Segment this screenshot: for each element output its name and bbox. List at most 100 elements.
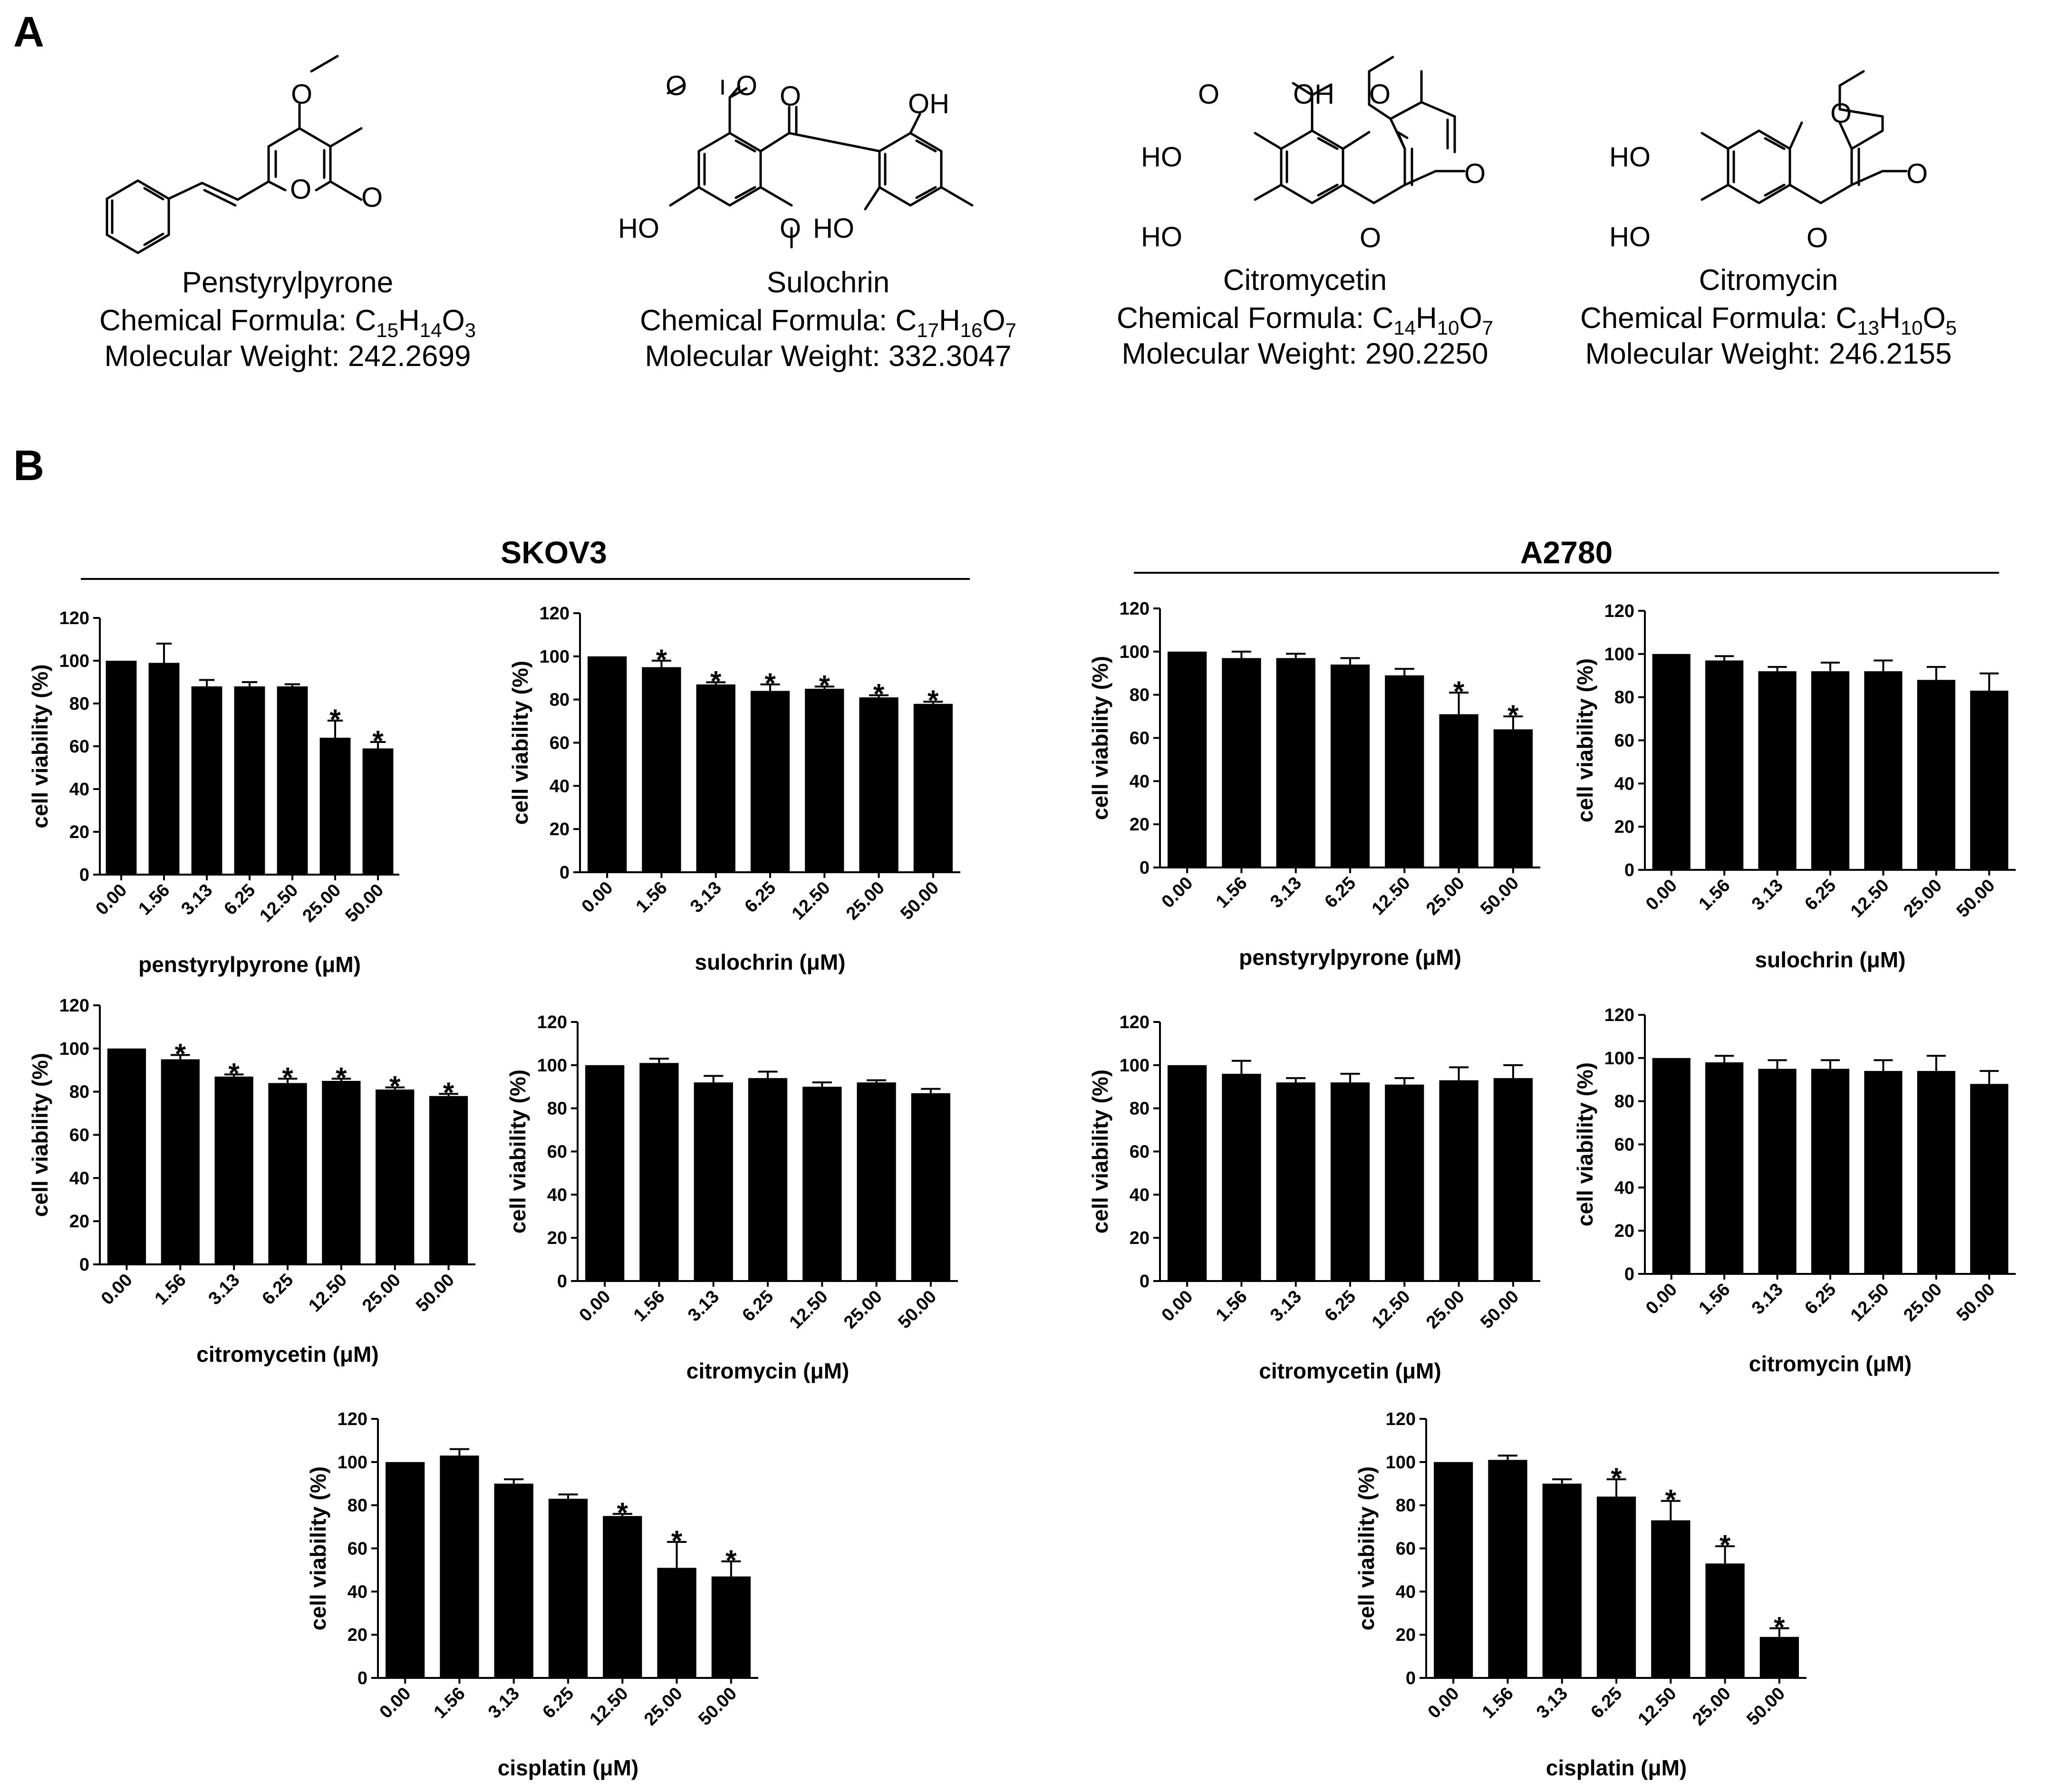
bar (319, 738, 351, 875)
bar-chart: 0 20 40 60 80 100 120 0.00 * 1.56 * 3.13 * 6.25 * 12.50… (28, 996, 475, 1367)
bar (1542, 1484, 1582, 1678)
sulochrin-structure (667, 79, 974, 249)
x-tick-label: 1.56 (1212, 1287, 1251, 1326)
x-tick-label: 25.00 (640, 1684, 686, 1730)
formula-label: Chemical Formula: (99, 304, 355, 337)
x-tick-label: 0.00 (1424, 1684, 1463, 1723)
bar (911, 1093, 950, 1281)
y-tick-label: 20 (550, 819, 570, 839)
x-tick-label: 12.50 (1368, 1287, 1414, 1333)
x-tick-label: 3.13 (684, 1287, 723, 1326)
x-tick-label: 6.25 (1587, 1684, 1626, 1723)
y-axis-title: cell viability (%) (306, 1466, 330, 1630)
atom-o: O (666, 70, 687, 101)
y-axis-title: cell viability (%) (505, 1069, 530, 1233)
penstyrylpyrone-structure (106, 55, 363, 254)
y-tick-label: 60 (69, 737, 89, 757)
formula-element: O (982, 304, 1005, 337)
y-tick-label: 120 (1604, 601, 1634, 621)
y-tick-label: 100 (59, 651, 89, 671)
bar (748, 1078, 788, 1281)
formula-element: C (1836, 302, 1857, 335)
bar-chart: 0 20 40 60 80 100 120 0.00 1.56 3.13 6.25 12.50 25.0… (1088, 1012, 1540, 1383)
y-axis-title: cell viability (%) (1088, 656, 1112, 820)
y-tick-label: 120 (1120, 1012, 1150, 1032)
x-tick-label: 1.56 (1212, 873, 1251, 912)
x-tick-label: 3.13 (177, 880, 216, 919)
x-tick-label: 0.00 (1642, 876, 1681, 915)
significance-star: * (671, 1525, 683, 1557)
bar (1222, 658, 1261, 867)
formula-subscript: 14 (1393, 317, 1416, 339)
x-tick-label: 12.50 (786, 1287, 832, 1333)
atom-o: O (1360, 222, 1381, 253)
atom-o: O (736, 70, 757, 101)
bar (857, 1082, 896, 1281)
y-axis-title: cell viability (%) (1573, 658, 1597, 822)
formula-element: H (939, 304, 960, 337)
significance-star: * (1611, 1462, 1622, 1494)
y-tick-label: 20 (1614, 1221, 1634, 1241)
bar (1970, 691, 2009, 870)
x-axis-title: sulochrin (μM) (1755, 947, 1906, 972)
y-tick-label: 60 (550, 733, 570, 753)
significance-star: * (617, 1497, 628, 1529)
x-tick-label: 12.50 (1847, 1280, 1893, 1326)
atom-o: O (361, 182, 383, 213)
y-tick-label: 20 (69, 1212, 89, 1232)
bar (805, 688, 844, 872)
significance-star: * (1720, 1529, 1731, 1561)
atom-o: O (290, 174, 311, 205)
x-axis-title: citromycetin (μM) (196, 1342, 378, 1367)
bar (1652, 654, 1691, 870)
y-tick-label: 120 (1120, 599, 1150, 619)
x-tick-label: 3.13 (1266, 873, 1305, 912)
bar (161, 1059, 200, 1264)
x-tick-label: 1.56 (430, 1684, 469, 1723)
y-tick-label: 40 (1614, 1178, 1634, 1198)
y-tick-label: 80 (69, 1082, 89, 1102)
significance-star: * (175, 1038, 186, 1069)
x-tick-label: 0.00 (97, 1270, 136, 1309)
significance-star: * (725, 1544, 737, 1576)
y-tick-label: 100 (338, 1453, 367, 1473)
bar (1434, 1462, 1473, 1678)
x-tick-label: 3.13 (1266, 1287, 1305, 1326)
panel-label-b: B (13, 442, 44, 490)
y-tick-label: 60 (1130, 1142, 1150, 1162)
compound-formula: Chemical Formula: C13​H10​O5​ (1580, 302, 1957, 339)
x-tick-label: 0.00 (1642, 1280, 1681, 1319)
x-tick-label: 50.00 (1953, 1280, 1999, 1326)
y-tick-label: 40 (69, 780, 89, 800)
bar (603, 1516, 642, 1678)
x-tick-label: 12.50 (305, 1270, 351, 1316)
bar (657, 1568, 696, 1678)
significance-star: * (1507, 699, 1519, 731)
y-tick-label: 60 (547, 1142, 567, 1162)
bar (214, 1076, 253, 1264)
bar-chart: 0 20 40 60 80 100 120 0.00 1.56 3.13 6.25 12.50 25.0… (505, 1012, 958, 1383)
significance-star: * (819, 669, 831, 701)
y-tick-label: 40 (348, 1582, 367, 1602)
x-tick-label: 50.00 (1477, 873, 1523, 919)
formula-subscript: 13 (1857, 317, 1879, 339)
citromycetin-structure (1254, 56, 1466, 204)
bar (1705, 660, 1744, 870)
x-axis-title: citromycin (μM) (686, 1358, 850, 1383)
bar (642, 667, 681, 872)
x-tick-label: 25.00 (1900, 1280, 1946, 1326)
y-tick-label: 0 (1624, 1264, 1634, 1284)
significance-star: * (873, 678, 885, 710)
compound-weight: Molecular Weight: 332.3047 (645, 340, 1012, 373)
atom-o: O (1830, 98, 1852, 129)
y-tick-label: 80 (69, 694, 89, 714)
y-tick-label: 0 (79, 1255, 89, 1275)
y-tick-label: 120 (338, 1409, 367, 1429)
y-tick-label: 120 (59, 996, 89, 1016)
bar (234, 686, 265, 875)
atom-o: O (1906, 158, 1928, 189)
x-tick-label: 3.13 (686, 878, 725, 917)
bar (1276, 658, 1315, 867)
bar (1864, 1071, 1903, 1274)
y-tick-label: 0 (357, 1668, 367, 1688)
